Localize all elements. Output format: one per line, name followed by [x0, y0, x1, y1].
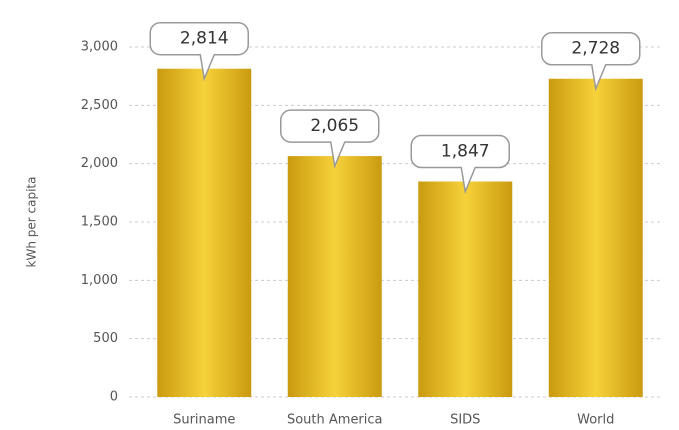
value-label: 2,065 — [310, 116, 359, 136]
value-label: 1,847 — [441, 142, 490, 162]
y-tick-label: 1,500 — [81, 215, 118, 230]
bar — [157, 68, 252, 397]
callout — [149, 21, 249, 82]
bar — [287, 156, 382, 397]
callout — [410, 134, 510, 195]
value-label: 2,728 — [571, 39, 620, 59]
y-tick-label: 500 — [93, 331, 118, 346]
y-axis-label: kWh per capita — [25, 177, 39, 268]
bar — [548, 78, 643, 397]
callout — [541, 31, 641, 92]
x-tick-label: World — [577, 413, 614, 428]
y-tick-label: 2,500 — [81, 98, 118, 113]
y-tick-label: 2,000 — [81, 156, 118, 171]
y-tick-label: 1,000 — [81, 273, 118, 288]
bar — [418, 181, 513, 397]
value-label: 2,814 — [180, 29, 229, 49]
x-tick-label: Suriname — [173, 413, 235, 428]
x-tick-label: South America — [287, 413, 383, 428]
y-tick-label: 3,000 — [81, 40, 118, 55]
y-tick-label: 0 — [110, 390, 118, 405]
x-tick-label: SIDS — [450, 413, 480, 428]
callout — [280, 109, 380, 169]
